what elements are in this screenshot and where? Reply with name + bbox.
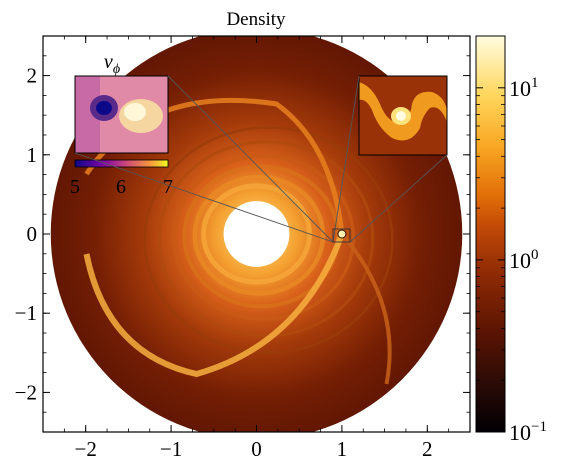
x-tick-label: 1 (337, 437, 348, 461)
inset-density (358, 75, 448, 156)
x-tick-label: −2 (75, 437, 97, 461)
colorbar-tick-label: 10−1 (509, 419, 547, 445)
y-tick-label: −1 (15, 301, 37, 325)
inner-cavity (223, 201, 290, 267)
chart-title: Density (226, 9, 286, 30)
y-tick-label: −2 (15, 380, 37, 404)
x-axis: −2 −1 0 1 2 (42, 36, 471, 461)
inset-vphi-tick-5: 5 (70, 176, 80, 198)
inset-vphi: vϕ 5 6 7 (70, 51, 173, 198)
planet-marker (337, 229, 347, 239)
y-axis: −2 −1 0 1 2 (15, 35, 470, 433)
colorbar-tick-label: 101 (509, 75, 539, 101)
colorbar-tick-label: 100 (509, 247, 539, 273)
spiral-arm (83, 232, 345, 378)
x-tick-label: 2 (422, 437, 433, 461)
inset-connectors (74, 75, 448, 243)
density-ring (157, 140, 375, 338)
y-tick-label: 1 (27, 143, 38, 167)
spiral-arm (340, 232, 392, 385)
inset-vphi-label: vϕ (104, 51, 120, 77)
x-tick-label: 0 (251, 437, 262, 461)
y-tick-label: 2 (27, 64, 38, 88)
density-ring (192, 174, 326, 296)
density-ring (143, 126, 394, 354)
x-tick-label: −1 (160, 437, 182, 461)
inset-vphi-tick-6: 6 (116, 176, 126, 198)
density-ring (172, 154, 356, 321)
colorbar (475, 35, 506, 433)
inset-vphi-colorbar (74, 159, 169, 168)
y-tick-label: 0 (27, 222, 38, 246)
inset-vphi-tick-7: 7 (163, 176, 173, 198)
colorbar-axis: 10−1 100 101 (476, 35, 547, 445)
